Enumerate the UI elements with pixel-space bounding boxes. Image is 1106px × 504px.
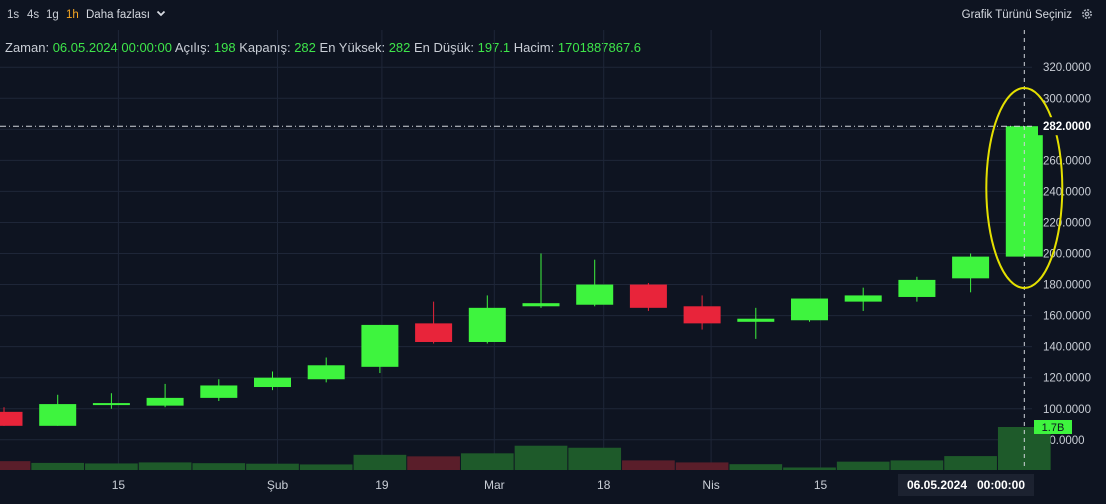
candle-body[interactable] [576,284,614,305]
last-price-box [1038,117,1106,136]
candle-body[interactable] [629,284,667,308]
y-tick-label: 260.0000 [1043,155,1091,167]
close-value: 282 [294,40,316,55]
volume-bar [407,456,460,470]
candle-body[interactable] [361,324,399,367]
volume-bar [138,462,192,470]
volume-bar [31,462,85,470]
candle-body[interactable] [683,306,721,324]
candle-body[interactable] [39,404,77,426]
volume-bar [783,467,836,470]
time-value: 06.05.2024 00:00:00 [52,40,172,55]
volume-label-box [1034,420,1072,434]
x-tick-label: 15 [112,478,126,492]
candle-body[interactable] [415,323,453,342]
chevron-down-icon[interactable] [155,7,167,19]
volume-bar [85,463,138,470]
candle-body[interactable] [200,385,238,398]
volume-bar [568,447,622,470]
low-label: En Düşük: [414,40,474,55]
gear-icon[interactable] [1080,7,1094,21]
open-value: 198 [213,40,236,55]
y-tick-label: 320.0000 [1043,62,1091,74]
y-tick-label: 220.0000 [1043,217,1091,229]
volume-bar [890,460,944,470]
x-tick-label: 15 [814,478,828,492]
crosshair-time-box [898,474,1034,496]
more-timeframes-button[interactable]: Daha fazlası [86,9,150,21]
volume-bar [299,464,353,470]
y-tick-label: 300.0000 [1043,93,1091,105]
last-price-label: 282.0000 [1043,121,1091,133]
y-tick-label: 160.0000 [1043,311,1091,323]
timeframe-1h[interactable]: 1h [66,9,79,21]
volume-bar [246,463,299,470]
volume-bar [514,445,568,470]
candle-body[interactable] [254,377,291,388]
volume-bar [622,460,675,470]
ohlc-legend: Zaman: 06.05.2024 00:00:00 Açılış: 198 K… [5,40,641,55]
y-tick-label: 80.0000 [1043,435,1085,447]
candle-body[interactable] [522,303,560,307]
timeframe-4s[interactable]: 4s [27,9,40,21]
volume-bar [675,462,729,470]
volume-bar [944,456,997,470]
y-tick-label: 240.0000 [1043,186,1091,198]
y-tick-label: 140.0000 [1043,342,1091,354]
candle-body[interactable] [898,279,936,297]
x-tick-label: Şub [267,478,289,492]
highlight-ellipse [985,87,1064,289]
x-tick-label: Mar [484,478,505,492]
candle-body[interactable] [791,298,828,321]
candle-body[interactable] [737,318,775,322]
crosshair-date-label: 06.05.2024 [907,478,967,492]
crosshair-clock-label: 00:00:00 [977,478,1025,492]
volume-label: 1.7B [1042,422,1065,434]
x-tick-label: 19 [375,478,389,492]
x-tick-label: 18 [597,478,611,492]
y-tick-label: 100.0000 [1043,404,1091,416]
candle-body[interactable] [146,397,184,406]
high-value: 282 [388,40,411,55]
toolbar: 1s 4s 1g 1h Daha fazlası Grafik Türünü S… [0,0,1106,30]
y-tick-label: 200.0000 [1043,249,1091,261]
open-label: Açılış: [174,40,211,55]
high-label: En Yüksek: [319,40,386,55]
x-tick-label: Nis [702,478,719,492]
candle-body[interactable] [844,295,882,302]
volume-bar [0,461,31,470]
volume-bar [836,461,890,470]
candle-body[interactable] [468,307,506,342]
volume-bar [729,464,783,470]
volume-label: Hacim: [513,40,555,55]
candle-body[interactable] [307,365,345,380]
candle-body[interactable] [0,411,23,426]
y-tick-label: 180.0000 [1043,280,1091,292]
time-label: Zaman: [5,40,50,55]
volume-bar [192,463,246,470]
volume-bar [353,454,407,470]
timeframe-1g[interactable]: 1g [46,9,59,21]
candle-body[interactable] [92,403,130,406]
volume-bar [460,453,514,470]
chart-type-selector[interactable]: Grafik Türünü Seçiniz [961,9,1072,21]
timeframe-1s[interactable]: 1s [7,9,20,21]
y-tick-label: 120.0000 [1043,373,1091,385]
volume-value: 1701887867.6 [557,40,642,55]
candle-body[interactable] [952,256,990,279]
